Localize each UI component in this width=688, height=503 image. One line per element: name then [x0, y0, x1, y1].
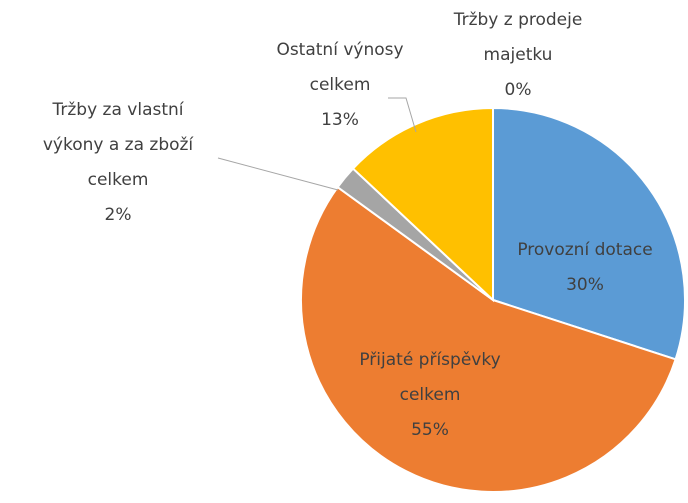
leader-line: [388, 97, 417, 133]
label-line: celkem: [400, 385, 461, 405]
pie-slice: [492, 106, 686, 361]
value-label: 13%: [321, 110, 359, 130]
label-line: celkem: [88, 170, 149, 190]
slice-label: Tržby z prodeje majetku: [453, 10, 583, 65]
label-line: majetku: [484, 45, 553, 65]
label-line: Provozní dotace: [517, 240, 652, 260]
label-line: Ostatní výnosy: [276, 40, 403, 60]
slice-label: Přijaté příspěvky celkem: [359, 350, 500, 405]
label-line: celkem: [310, 75, 371, 95]
leader-line: [217, 157, 339, 191]
label-line: Přijaté příspěvky: [359, 350, 500, 370]
slice-label: Tržby za vlastní výkony a za zboží celkem: [43, 100, 195, 190]
slice-label: Ostatní výnosy celkem: [276, 40, 403, 95]
value-label: 30%: [566, 275, 604, 295]
value-label: 2%: [105, 205, 132, 225]
label-line: Tržby z prodeje: [453, 10, 583, 30]
slice-label: Provozní dotace: [517, 240, 652, 260]
value-label: 55%: [411, 420, 449, 440]
pie-slice: [351, 106, 494, 303]
value-label: 0%: [505, 80, 532, 100]
pie-slice: [300, 185, 677, 493]
label-line: výkony a za zboží: [43, 135, 195, 155]
label-line: Tržby za vlastní: [51, 100, 184, 120]
